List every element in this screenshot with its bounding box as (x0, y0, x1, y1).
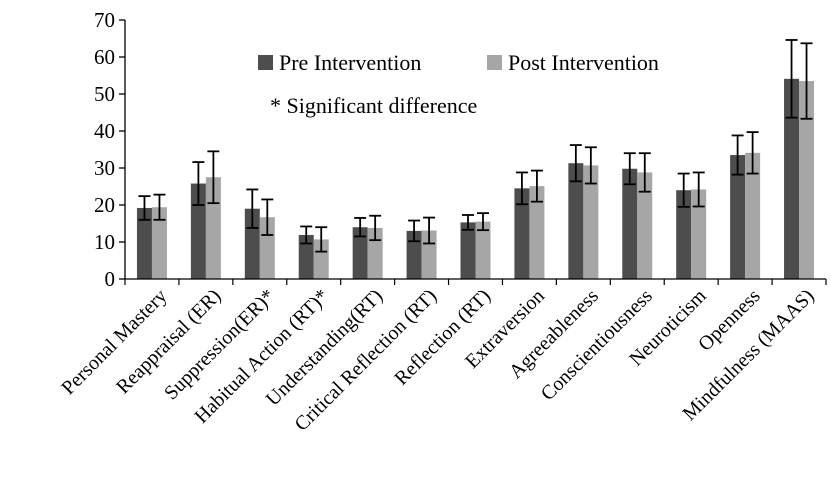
bar-pre-intervention (190, 183, 206, 279)
bar-post-intervention (691, 189, 707, 279)
bar-pre-intervention (784, 78, 800, 279)
legend-swatch-post (487, 55, 502, 70)
bar-post-intervention (151, 207, 167, 279)
x-category-label: Reflection (RT) (390, 285, 495, 390)
y-tick-label: 60 (94, 45, 115, 69)
bar-post-intervention (637, 172, 653, 279)
error-bars-layer (138, 39, 813, 253)
bar-pre-intervention (136, 207, 152, 279)
bar-pre-intervention (352, 227, 368, 279)
legend: Pre Intervention Post Intervention * Sig… (258, 50, 659, 118)
bar-pre-intervention (622, 168, 638, 279)
significance-note: * Significant difference (270, 93, 477, 118)
bar-pre-intervention (730, 155, 746, 279)
axes-layer (124, 20, 827, 285)
y-tick-label: 0 (105, 267, 116, 291)
bar-post-intervention (583, 165, 599, 279)
bar-pre-intervention (460, 222, 476, 279)
legend-swatch-pre (258, 55, 273, 70)
bar-post-intervention (313, 239, 329, 279)
legend-label-pre: Pre Intervention (279, 50, 421, 75)
bar-pre-intervention (406, 230, 422, 279)
legend-label-post: Post Intervention (508, 50, 659, 75)
bar-post-intervention (745, 152, 761, 279)
y-tick-label: 50 (94, 82, 115, 106)
bar-pre-intervention (298, 234, 314, 279)
bar-pre-intervention (568, 163, 584, 279)
y-ticks-layer: 0 10 20 30 40 50 60 70 (94, 8, 125, 291)
bar-pre-intervention (676, 190, 692, 279)
bar-post-intervention (259, 217, 275, 279)
bar-post-intervention (799, 81, 815, 279)
y-tick-label: 40 (94, 119, 115, 143)
y-tick-label: 70 (94, 8, 115, 32)
y-tick-label: 30 (94, 156, 115, 180)
y-tick-label: 20 (94, 193, 115, 217)
bar-pre-intervention (514, 188, 530, 279)
bar-pre-intervention (244, 208, 260, 279)
y-tick-label: 10 (94, 230, 115, 254)
bar-post-intervention (475, 221, 491, 279)
bar-post-intervention (529, 186, 545, 279)
bars-layer (136, 78, 815, 279)
